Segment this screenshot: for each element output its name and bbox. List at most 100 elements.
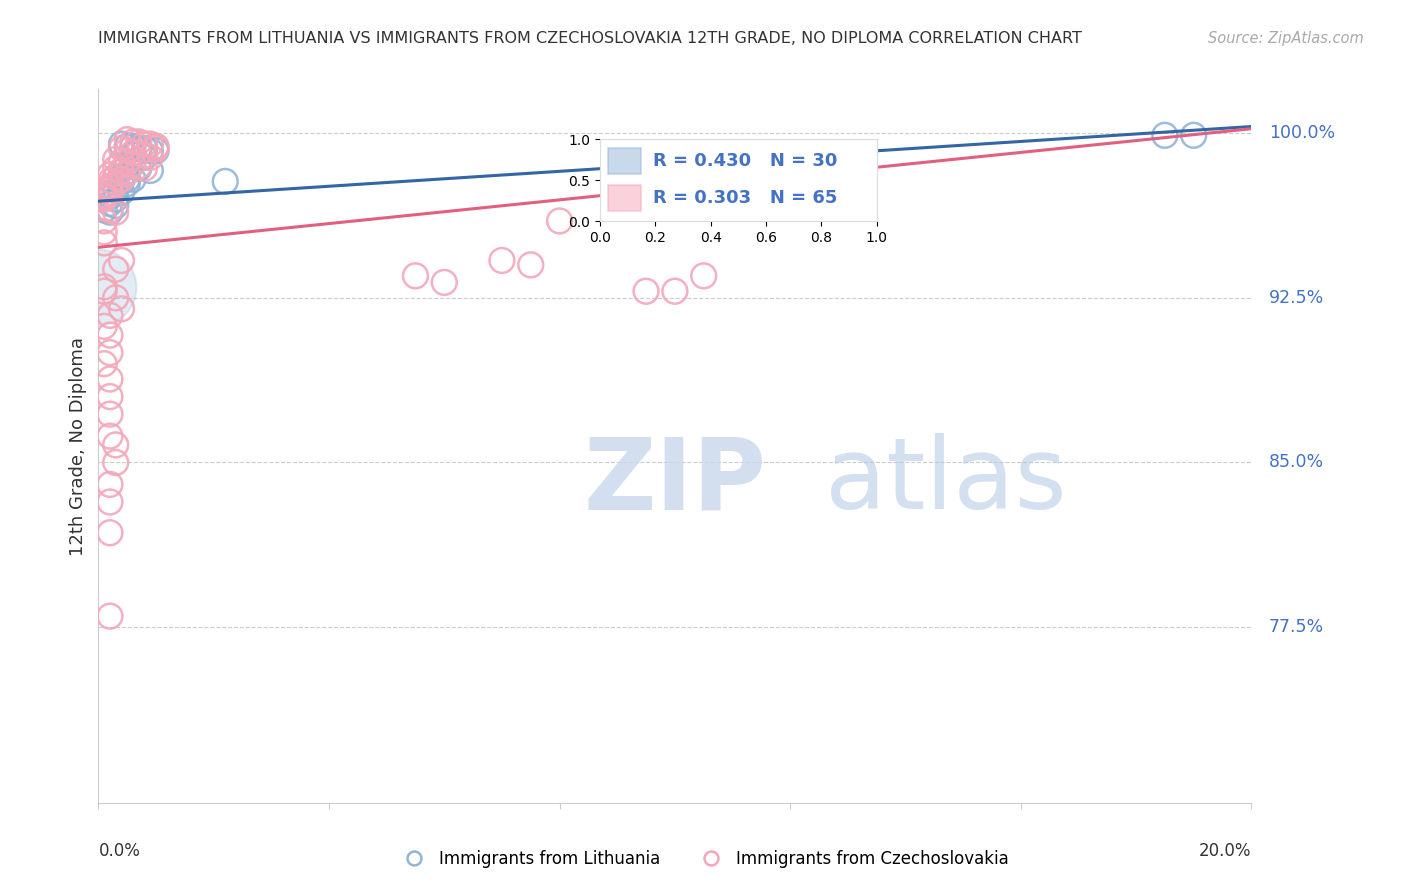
Point	[128, 141, 150, 155]
Point	[110, 154, 132, 169]
Point	[98, 190, 121, 204]
Point	[117, 177, 138, 191]
Point	[110, 163, 132, 178]
Text: 0.0%: 0.0%	[98, 842, 141, 860]
Point	[93, 235, 115, 250]
Point	[1153, 128, 1175, 143]
Point	[98, 525, 121, 540]
Point	[98, 390, 121, 404]
Bar	[609, 148, 641, 175]
Point	[93, 192, 115, 206]
Point	[134, 161, 156, 176]
Point	[128, 159, 150, 173]
Point	[98, 477, 121, 491]
Point	[139, 150, 162, 164]
Point	[110, 174, 132, 188]
Point	[93, 187, 115, 202]
Point	[104, 205, 127, 219]
Point	[122, 172, 145, 186]
Point	[117, 133, 138, 147]
Point	[98, 168, 121, 182]
Point	[405, 268, 427, 283]
Point	[93, 357, 115, 371]
Point	[104, 183, 127, 197]
Point	[104, 291, 127, 305]
Point	[98, 407, 121, 421]
Point	[139, 137, 162, 152]
Point	[93, 225, 115, 239]
Point	[93, 183, 115, 197]
Point	[93, 284, 115, 298]
Point	[104, 455, 127, 469]
Point	[98, 328, 121, 343]
Point	[104, 262, 127, 277]
Point	[110, 186, 132, 200]
Point	[93, 214, 115, 228]
Point	[214, 174, 236, 188]
Point	[104, 161, 127, 176]
Point	[122, 135, 145, 149]
Point	[104, 192, 127, 206]
Point	[93, 190, 115, 204]
Point	[104, 177, 127, 191]
Point	[110, 137, 132, 152]
Text: 20.0%: 20.0%	[1199, 842, 1251, 860]
Point	[98, 429, 121, 443]
Point	[98, 309, 121, 323]
Point	[98, 196, 121, 211]
Point	[548, 214, 571, 228]
Point	[104, 198, 127, 212]
Point	[433, 276, 456, 290]
Point	[98, 174, 121, 188]
Point	[110, 253, 132, 268]
Point	[98, 495, 121, 509]
Point	[122, 148, 145, 162]
Point	[110, 169, 132, 184]
Point	[117, 144, 138, 158]
Point	[128, 135, 150, 149]
Point	[721, 157, 744, 171]
Point	[93, 319, 115, 334]
Point	[145, 144, 167, 158]
Point	[122, 157, 145, 171]
Point	[93, 202, 115, 217]
Text: R = 0.303   N = 65: R = 0.303 N = 65	[652, 189, 837, 207]
Text: R = 0.430   N = 30: R = 0.430 N = 30	[652, 153, 837, 170]
Text: 85.0%: 85.0%	[1268, 453, 1324, 472]
Text: IMMIGRANTS FROM LITHUANIA VS IMMIGRANTS FROM CZECHOSLOVAKIA 12TH GRADE, NO DIPLO: IMMIGRANTS FROM LITHUANIA VS IMMIGRANTS …	[98, 31, 1083, 46]
Point	[134, 148, 156, 162]
Point	[636, 284, 658, 298]
Point	[104, 169, 127, 184]
Point	[122, 139, 145, 153]
Point	[98, 181, 121, 195]
Point	[110, 301, 132, 316]
Point	[98, 609, 121, 624]
Point	[110, 141, 132, 155]
Point	[134, 141, 156, 155]
Point	[98, 178, 121, 193]
Point	[98, 186, 121, 200]
Point	[139, 163, 162, 178]
Text: 100.0%: 100.0%	[1268, 124, 1334, 142]
Point	[664, 284, 686, 298]
Point	[87, 280, 110, 294]
Text: atlas: atlas	[825, 434, 1066, 530]
Point	[128, 161, 150, 176]
Point	[139, 144, 162, 158]
Text: 92.5%: 92.5%	[1268, 289, 1324, 307]
Point	[117, 166, 138, 180]
Point	[134, 150, 156, 164]
Point	[98, 202, 121, 217]
Point	[134, 137, 156, 152]
Point	[98, 372, 121, 386]
Point	[98, 345, 121, 359]
Y-axis label: 12th Grade, No Diploma: 12th Grade, No Diploma	[69, 336, 87, 556]
Text: 77.5%: 77.5%	[1268, 618, 1324, 636]
Text: Source: ZipAtlas.com: Source: ZipAtlas.com	[1208, 31, 1364, 46]
Point	[520, 258, 543, 272]
Text: ZIP: ZIP	[583, 434, 766, 530]
Point	[1182, 128, 1205, 143]
Legend: Immigrants from Lithuania, Immigrants from Czechoslovakia: Immigrants from Lithuania, Immigrants fr…	[391, 844, 1015, 875]
Point	[98, 205, 121, 219]
Point	[104, 438, 127, 452]
